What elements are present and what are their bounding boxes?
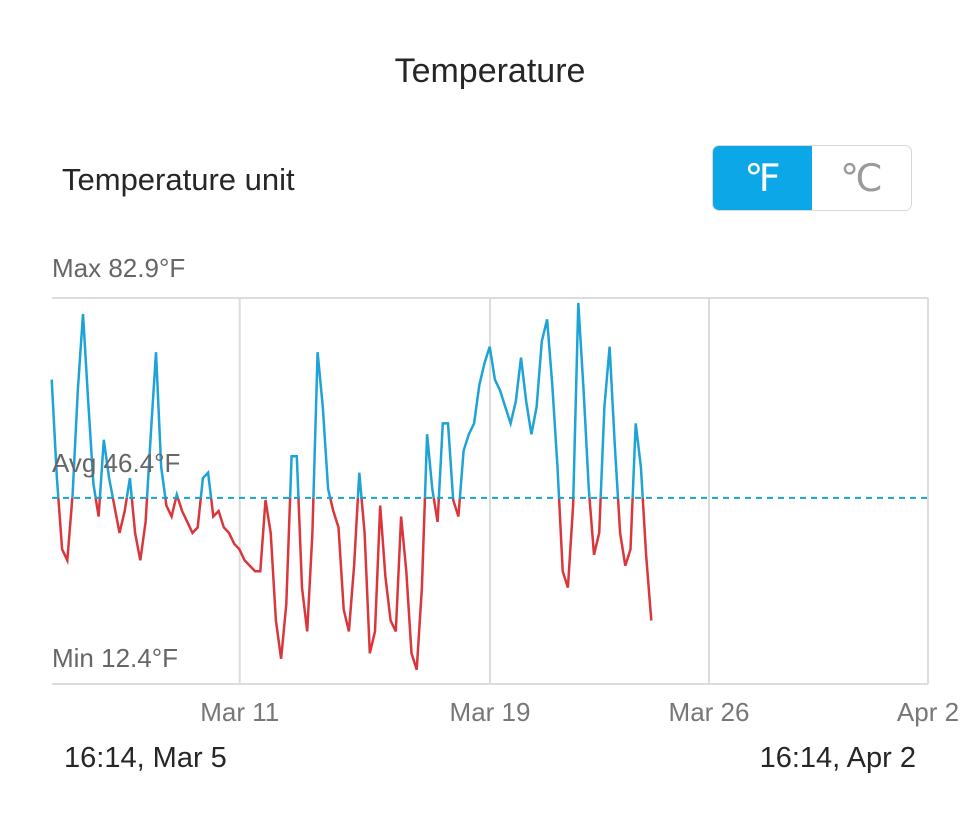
fahrenheit-option[interactable]: ℉ xyxy=(713,146,812,210)
page-title: Temperature xyxy=(394,52,586,90)
x-tick-label: Mar 26 xyxy=(669,697,750,727)
min-label: Min 12.4°F xyxy=(52,643,178,673)
x-tick-label: Mar 11 xyxy=(200,697,279,727)
x-tick-label: Apr 2 xyxy=(897,697,959,727)
series-line-above-avg xyxy=(50,302,644,498)
x-tick-label: Mar 19 xyxy=(450,697,531,727)
avg-label: Avg 46.4°F xyxy=(52,448,180,478)
max-label: Max 82.9°F xyxy=(52,253,185,283)
temperature-unit-label: Temperature unit xyxy=(62,162,295,197)
range-end-label: 16:14, Apr 2 xyxy=(759,742,916,774)
celsius-option[interactable]: ℃ xyxy=(812,146,911,210)
temperature-unit-toggle: ℉ ℃ xyxy=(712,145,912,211)
range-start-label: 16:14, Mar 5 xyxy=(64,742,227,774)
series-line-below-avg xyxy=(57,497,653,671)
